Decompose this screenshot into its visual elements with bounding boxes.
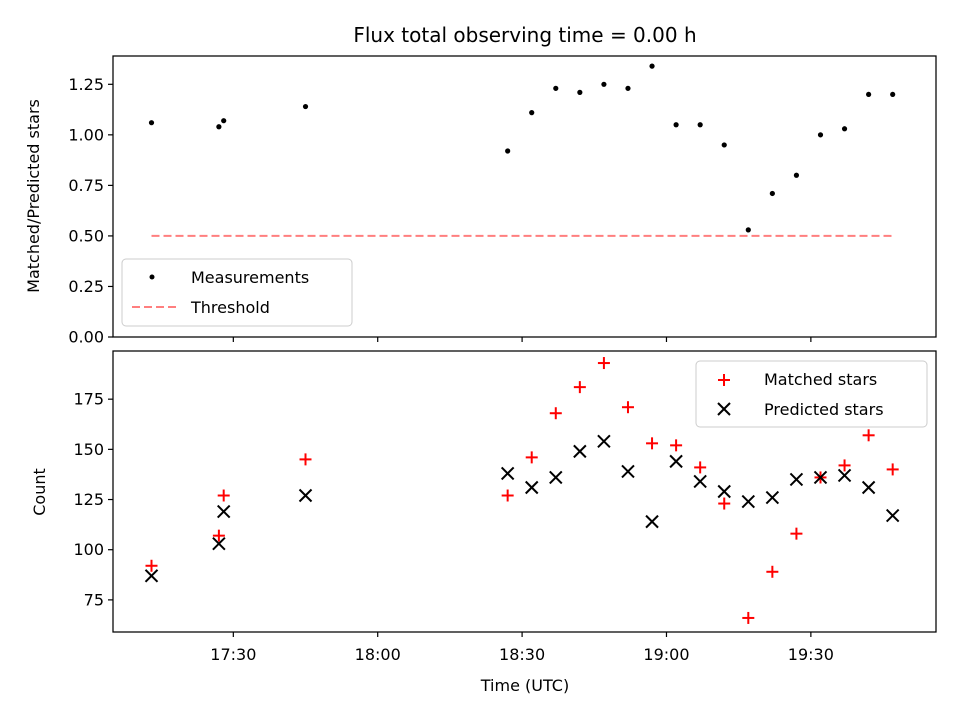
- legend-matched-label: Matched stars: [764, 370, 877, 389]
- measurement-point: [148, 120, 155, 126]
- bottom-ytick-label: 100: [73, 540, 104, 559]
- predicted-stars-point: [298, 488, 313, 503]
- legend-measurements-marker: [149, 274, 155, 280]
- measurement-point: [841, 126, 848, 132]
- measurement-point: [673, 122, 679, 128]
- top-panel: 0.00 0.25 0.50 0.75 1.00 1.25 Matched/Predict…: [24, 55, 937, 347]
- top-y-axis-label: Matched/Predicted stars: [24, 99, 43, 293]
- predicted-stars-point: [693, 474, 707, 489]
- top-ytick-label: 0.50: [68, 226, 104, 245]
- matched-stars-point: [549, 407, 562, 420]
- matched-stars-point: [670, 439, 683, 452]
- measurement-point: [721, 142, 727, 148]
- xtick-label: 17:30: [210, 645, 256, 664]
- predicted-stars-point: [645, 514, 659, 529]
- matched-stars-point: [718, 497, 731, 510]
- measurement-point: [625, 85, 631, 91]
- top-legend: Measurements Threshold: [121, 258, 353, 327]
- measurement-point: [697, 122, 703, 128]
- matched-stars-point: [742, 611, 755, 624]
- predicted-stars-point: [765, 490, 780, 505]
- matched-stars-point: [838, 459, 851, 472]
- xtick-label: 18:30: [499, 645, 545, 664]
- legend-matched-marker: [718, 374, 730, 386]
- measurement-point: [505, 148, 511, 154]
- measurement-point: [601, 81, 607, 87]
- matched-stars-point: [790, 527, 803, 540]
- top-ytick-label: 1.25: [68, 75, 104, 94]
- predicted-stars-point: [573, 444, 587, 459]
- predicted-stars-point: [549, 470, 563, 485]
- bottom-y-axis-label: Count: [30, 468, 49, 516]
- matched-stars-point: [597, 357, 610, 370]
- xtick-label: 19:00: [643, 645, 689, 664]
- bottom-ytick-label: 175: [73, 390, 104, 409]
- predicted-stars-point: [144, 569, 159, 583]
- measurement-point: [221, 118, 227, 124]
- predicted-stars-point: [813, 470, 828, 485]
- legend-predicted-label: Predicted stars: [764, 400, 884, 419]
- measurement-point: [745, 227, 751, 233]
- top-ytick-label: 0.00: [68, 328, 104, 347]
- matched-stars-point: [501, 489, 514, 502]
- matched-stars-point: [145, 559, 158, 572]
- bottom-legend: Matched stars Predicted stars: [695, 360, 928, 428]
- matched-stars-point: [862, 429, 875, 442]
- matched-stars-point: [299, 453, 312, 466]
- top-ytick-label: 0.75: [68, 176, 104, 195]
- measurement-point: [817, 132, 824, 138]
- top-legend-box: [121, 258, 353, 327]
- bottom-panel-frame: [112, 350, 937, 633]
- matched-stars-point: [573, 381, 586, 394]
- matched-stars-point: [886, 463, 899, 476]
- predicted-stars-point: [789, 472, 804, 487]
- matched-stars-point: [212, 529, 225, 542]
- measurement-point: [649, 63, 655, 69]
- chart-title: Flux total observing time = 0.00 h: [353, 23, 696, 47]
- measurement-point: [529, 110, 535, 116]
- predicted-stars-point: [885, 508, 900, 523]
- x-axis-label: Time (UTC): [480, 676, 569, 695]
- measurement-point: [577, 89, 583, 95]
- predicted-stars-point: [216, 504, 231, 519]
- top-ytick-label: 0.25: [68, 277, 104, 296]
- matched-stars-point: [646, 437, 659, 450]
- measurement-point: [553, 85, 559, 91]
- xtick-label: 18:00: [355, 645, 401, 664]
- top-ytick-label: 1.00: [68, 125, 104, 144]
- legend-threshold-label: Threshold: [190, 298, 270, 317]
- measurement-point: [302, 103, 309, 110]
- xtick-label: 19:30: [788, 645, 834, 664]
- predicted-stars-point: [500, 466, 515, 481]
- predicted-stars-point: [621, 464, 635, 479]
- measurement-point: [216, 124, 222, 130]
- bottom-ytick-label: 75: [84, 590, 104, 609]
- predicted-stars-point: [837, 468, 852, 483]
- measurement-point: [890, 91, 896, 98]
- predicted-stars-point: [861, 480, 876, 495]
- matched-stars-point: [694, 461, 707, 474]
- matched-stars-point: [621, 401, 634, 414]
- predicted-stars-point: [597, 434, 611, 449]
- predicted-stars-point: [669, 454, 683, 469]
- matched-stars-point: [217, 489, 230, 502]
- measurement-point: [793, 172, 800, 178]
- predicted-stars-point: [525, 480, 539, 495]
- matched-stars-point: [766, 565, 779, 578]
- legend-measurements-label: Measurements: [191, 268, 309, 287]
- bottom-panel: 75 100 125 150 175 17:30 18:00 18:30 19:00 19:30…: [30, 350, 937, 695]
- bottom-ytick-label: 125: [73, 490, 104, 509]
- top-panel-frame: [112, 55, 937, 338]
- predicted-stars-point: [717, 484, 731, 499]
- legend-predicted-marker: [717, 402, 731, 416]
- bottom-ytick-label: 150: [73, 440, 104, 459]
- matched-stars-point: [525, 451, 538, 464]
- predicted-stars-point: [741, 494, 756, 509]
- measurement-point: [769, 190, 775, 197]
- bottom-legend-box: [695, 360, 928, 428]
- predicted-stars-point: [212, 536, 226, 551]
- measurement-point: [866, 91, 872, 98]
